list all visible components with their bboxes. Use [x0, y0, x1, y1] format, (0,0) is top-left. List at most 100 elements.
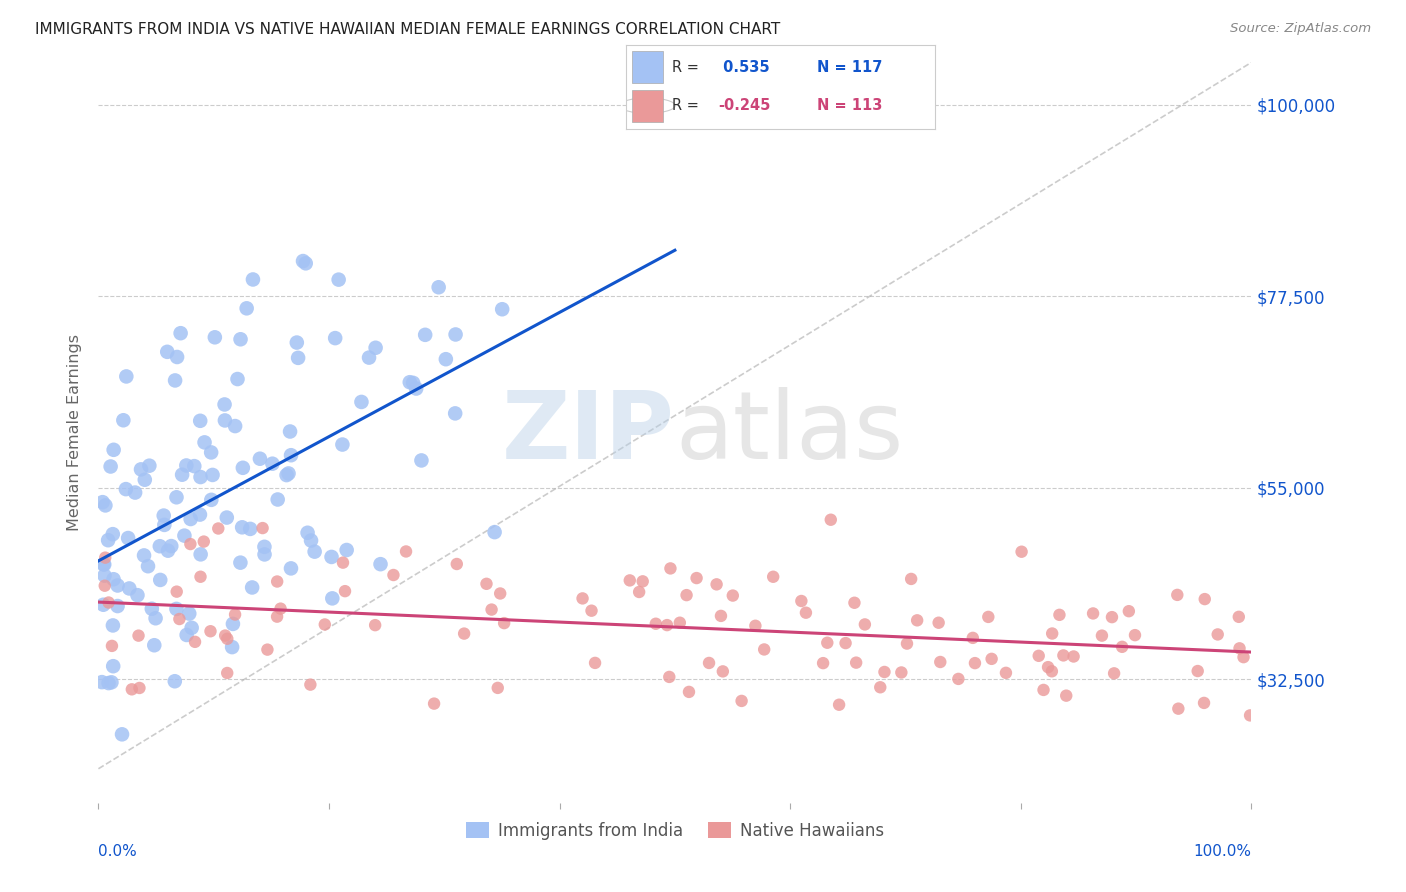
Point [166, 584, 188, 599]
Point [115, 369, 138, 384]
Point [128, 629, 150, 643]
Point [434, 352, 457, 367]
Point [285, 335, 308, 350]
Point [207, 521, 229, 535]
Point [811, 656, 834, 670]
Point [1194, 592, 1216, 607]
Point [994, 665, 1017, 680]
Point [844, 596, 866, 610]
Point [402, 376, 425, 390]
Point [446, 557, 468, 571]
Point [659, 561, 682, 575]
Point [127, 588, 149, 602]
Text: N = 113: N = 113 [817, 98, 883, 113]
Point [475, 577, 498, 591]
Point [266, 574, 288, 589]
Text: R =: R = [672, 98, 703, 113]
Point [481, 602, 503, 616]
Point [280, 561, 302, 575]
Point [794, 606, 817, 620]
Point [101, 639, 124, 653]
Point [232, 460, 254, 475]
Point [224, 607, 246, 622]
Point [166, 602, 188, 616]
Point [395, 544, 418, 558]
Point [1052, 648, 1074, 663]
Point [628, 585, 651, 599]
Point [1101, 610, 1123, 624]
Point [103, 572, 125, 586]
Point [224, 419, 246, 434]
Point [166, 490, 188, 504]
Circle shape [620, 98, 675, 113]
Point [101, 527, 124, 541]
Point [583, 656, 606, 670]
Point [357, 351, 380, 365]
Point [253, 548, 276, 562]
Point [834, 636, 856, 650]
Text: ZIP: ZIP [502, 386, 675, 479]
Point [267, 492, 290, 507]
Point [398, 375, 420, 389]
Point [762, 570, 785, 584]
Point [93, 558, 115, 572]
Point [235, 301, 257, 316]
Point [160, 539, 183, 553]
Point [163, 674, 186, 689]
Point [299, 533, 322, 548]
Point [169, 612, 191, 626]
Point [153, 517, 176, 532]
Point [977, 610, 1000, 624]
Point [132, 549, 155, 563]
Point [276, 468, 298, 483]
Point [118, 582, 141, 596]
Point [631, 574, 654, 589]
Point [90, 675, 112, 690]
Point [294, 256, 316, 270]
Point [1028, 648, 1050, 663]
Point [93, 568, 115, 582]
Point [669, 615, 692, 630]
Point [239, 522, 262, 536]
Point [328, 272, 350, 286]
Point [896, 637, 918, 651]
Text: -0.245: -0.245 [718, 98, 770, 113]
Point [405, 382, 427, 396]
Point [820, 513, 842, 527]
Point [128, 681, 150, 695]
Point [193, 534, 215, 549]
Point [489, 586, 512, 600]
Point [710, 608, 733, 623]
Point [180, 621, 202, 635]
Point [685, 571, 707, 585]
Point [364, 618, 387, 632]
Point [226, 372, 249, 386]
Text: 0.535: 0.535 [718, 60, 770, 75]
Point [112, 413, 135, 427]
Point [176, 628, 198, 642]
Point [201, 467, 224, 482]
Point [299, 678, 322, 692]
Point [217, 632, 239, 646]
Point [190, 470, 212, 484]
Point [188, 508, 211, 522]
Point [152, 508, 174, 523]
Point [1206, 627, 1229, 641]
Point [101, 618, 124, 632]
Point [1032, 682, 1054, 697]
Point [214, 397, 236, 411]
Point [292, 254, 315, 268]
Legend: Immigrants from India, Native Hawaiians: Immigrants from India, Native Hawaiians [460, 815, 890, 847]
Point [963, 656, 986, 670]
Point [214, 629, 236, 643]
Point [370, 557, 392, 571]
Point [117, 531, 139, 545]
Point [149, 573, 172, 587]
Point [249, 451, 271, 466]
Point [214, 413, 236, 427]
Point [494, 616, 516, 631]
Point [200, 492, 222, 507]
Point [1063, 649, 1085, 664]
Point [179, 607, 201, 621]
Point [350, 395, 373, 409]
